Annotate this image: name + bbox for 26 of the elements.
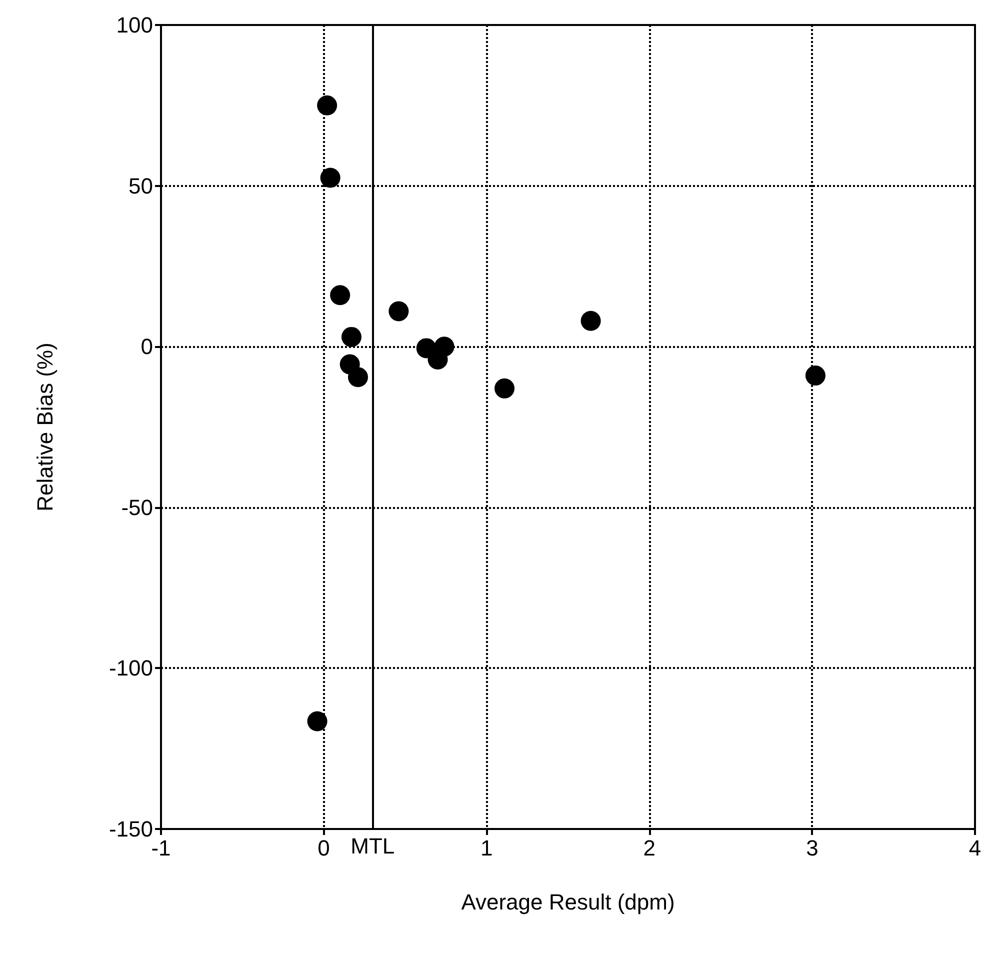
y-tick-label: -150 (108, 816, 153, 842)
x-tick-label: 3 (806, 836, 818, 860)
y-tick-label: 50 (128, 173, 153, 198)
y-tick-label: -50 (121, 494, 153, 520)
point (580, 310, 601, 331)
point (388, 301, 409, 322)
point (307, 711, 328, 732)
point (330, 285, 350, 306)
x-tick-label: 0 (318, 836, 330, 860)
point (317, 95, 338, 116)
y-tick-label: -100 (108, 656, 153, 681)
point (494, 378, 515, 398)
point (434, 336, 454, 357)
point (341, 326, 362, 347)
x-tick-label: -1 (151, 836, 171, 860)
x-tick-label: 1 (480, 836, 493, 860)
ref-line-label: MTL (350, 834, 395, 858)
y-tick-label: 100 (116, 12, 153, 38)
point (348, 367, 368, 388)
point (320, 168, 340, 188)
x-tick-label: 2 (643, 836, 656, 860)
point (805, 366, 826, 386)
x-tick-label: 4 (968, 836, 982, 860)
y-axis-title: Relative Bias (%) (32, 342, 58, 512)
x-axis-title: Average Result (dpm) (461, 890, 675, 914)
y-tick-label: 0 (140, 334, 153, 360)
